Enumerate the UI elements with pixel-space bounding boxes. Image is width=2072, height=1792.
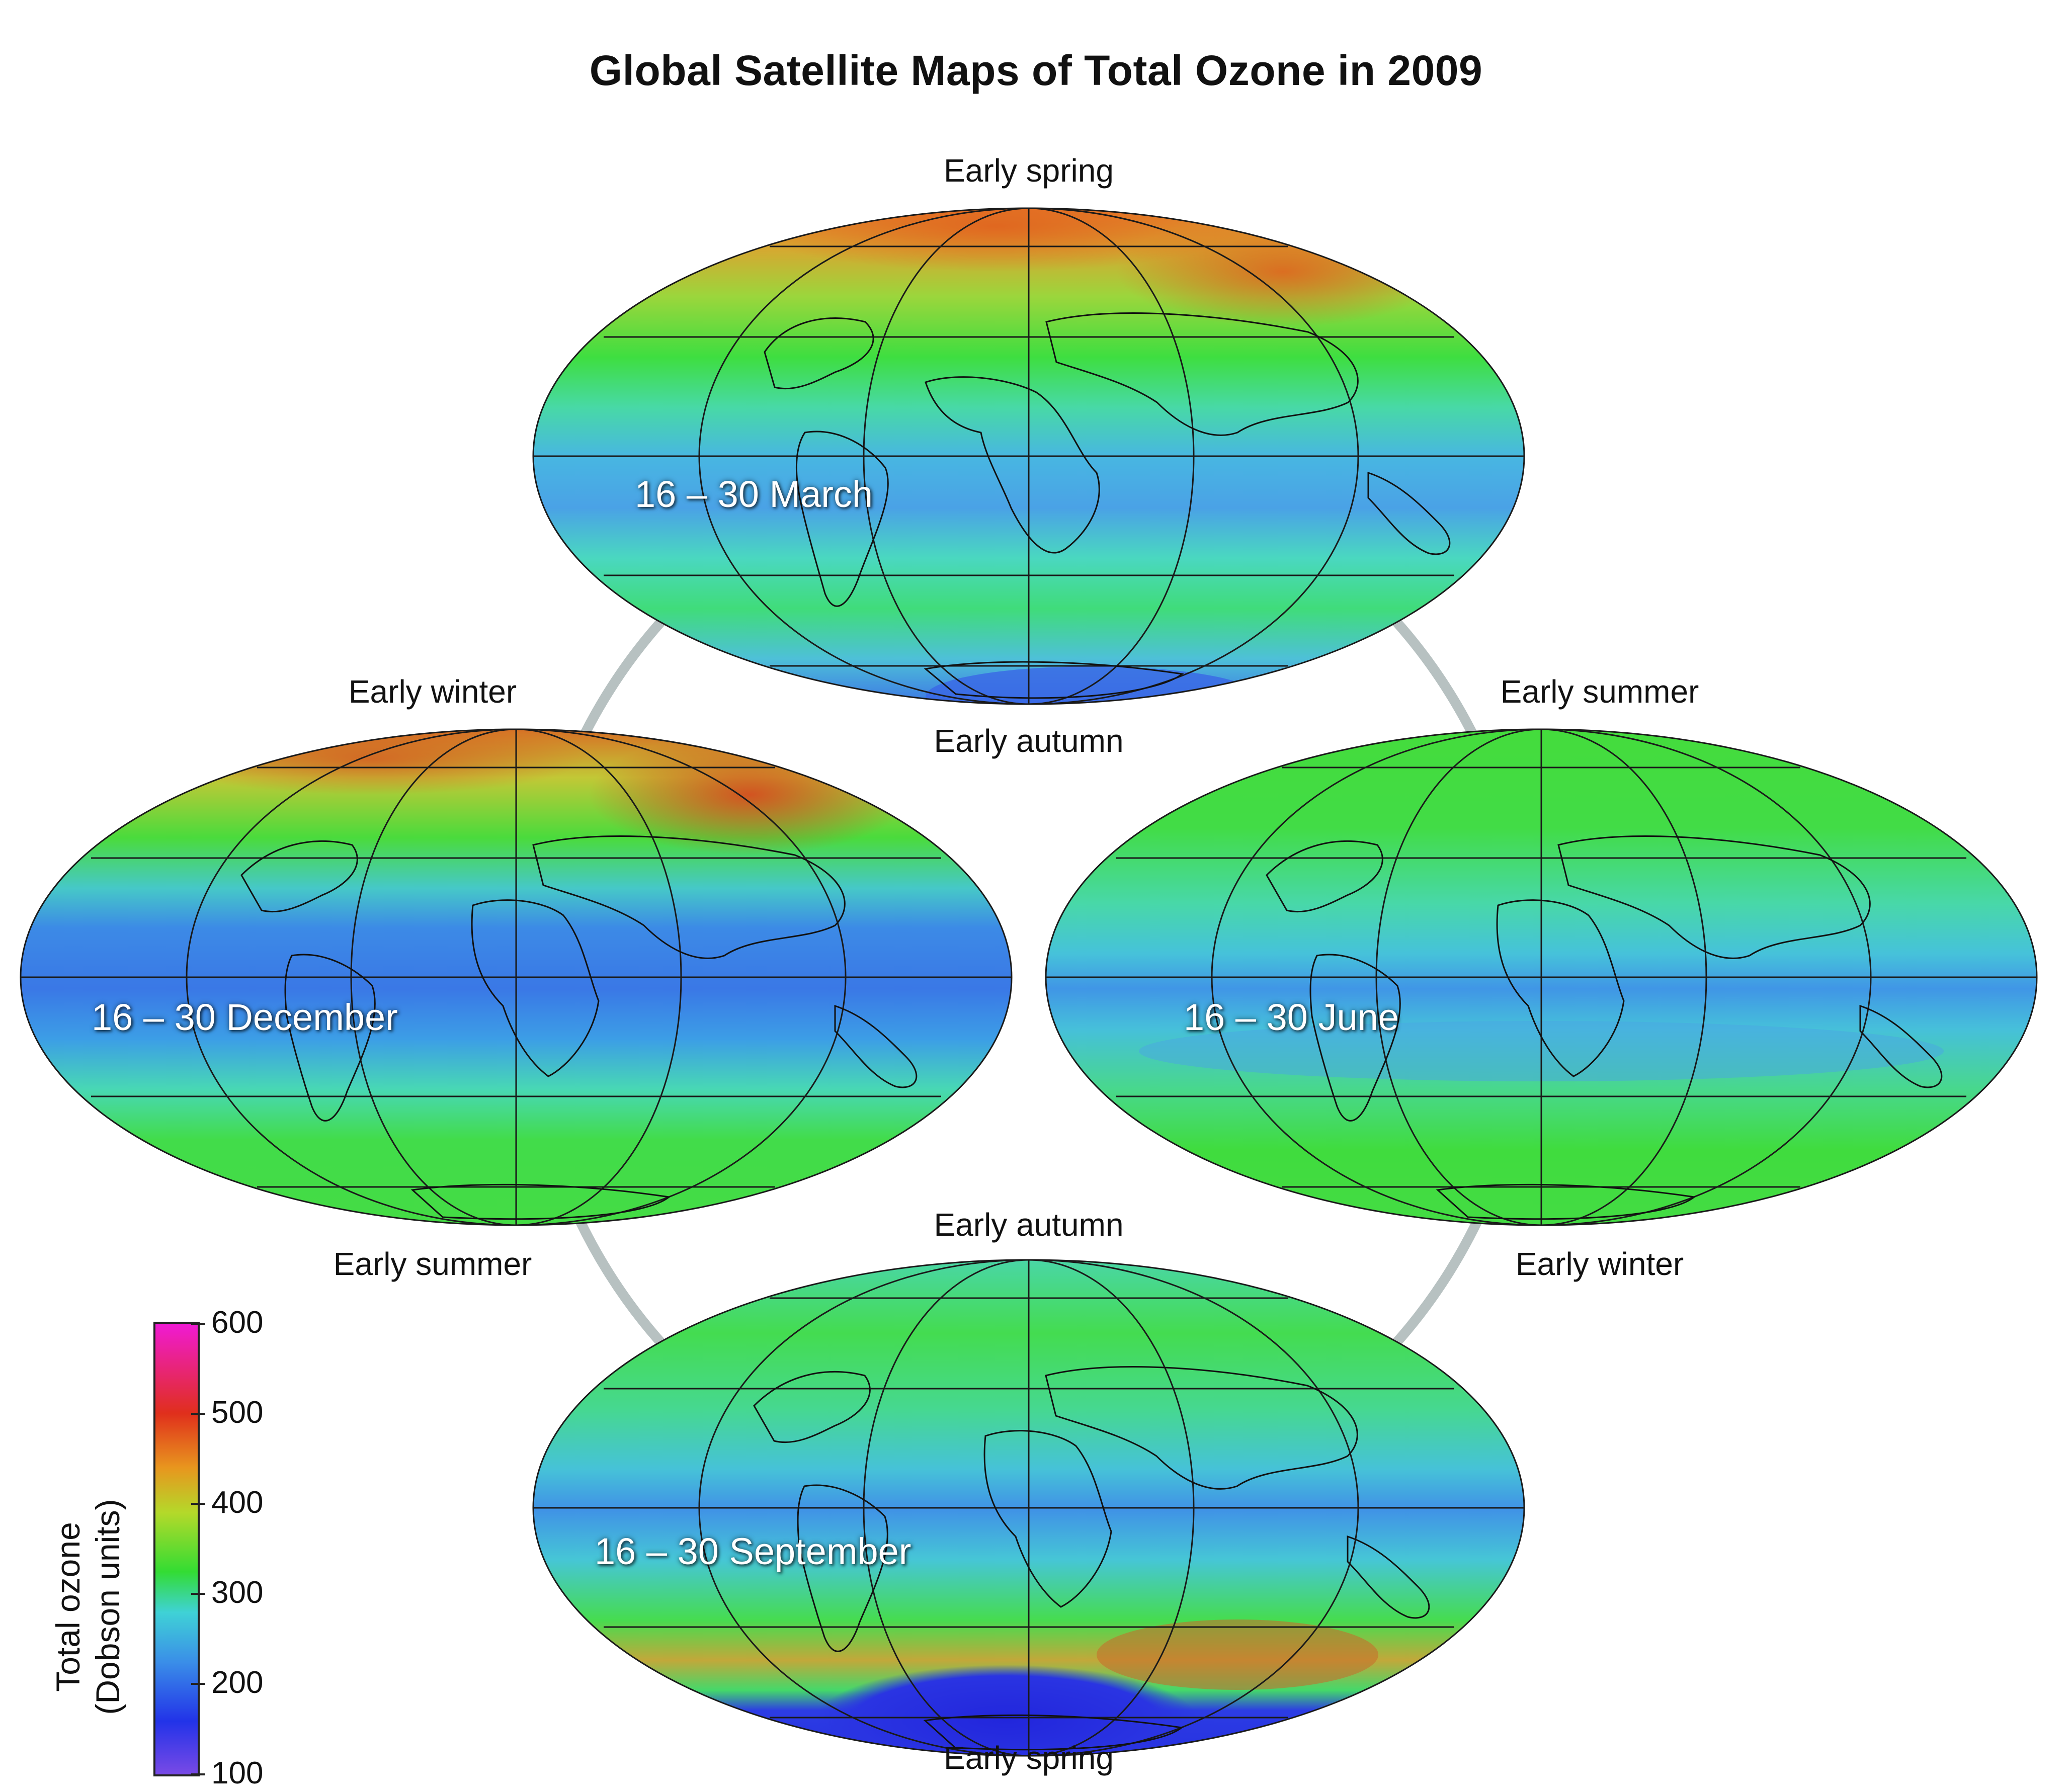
map-grid-june — [1045, 728, 2038, 1226]
map-june — [1045, 728, 2038, 1226]
label-june-top: Early summer — [1500, 673, 1699, 710]
coastlines-march — [764, 312, 1451, 699]
date-label-march: 16 – 30 March — [635, 473, 873, 515]
colorbar-tick-500: 500 — [211, 1395, 264, 1430]
colorbar-title-line2: (Dobson units) — [89, 1499, 126, 1715]
label-december-top: Early winter — [348, 673, 517, 710]
colorbar-title: Total ozone (Dobson units) — [48, 1499, 128, 1715]
colorbar-tick-400: 400 — [211, 1485, 264, 1520]
colorbar-tick-100: 100 — [211, 1756, 264, 1790]
colorbar-scale — [153, 1322, 200, 1776]
map-september — [532, 1259, 1525, 1757]
map-grid-december — [20, 728, 1013, 1226]
label-march-bottom: Early autumn — [934, 723, 1124, 759]
figure-title: Global Satellite Maps of Total Ozone in … — [589, 47, 1483, 94]
label-september-bottom: Early spring — [944, 1740, 1114, 1776]
date-label-september: 16 – 30 September — [595, 1530, 911, 1572]
map-grid-september — [532, 1259, 1525, 1757]
label-june-bottom: Early winter — [1515, 1246, 1684, 1282]
colorbar-tick-200: 200 — [211, 1665, 264, 1700]
label-september-top: Early autumn — [934, 1207, 1124, 1243]
label-december-bottom: Early summer — [333, 1246, 532, 1282]
coastlines-june — [1266, 835, 1943, 1220]
label-march-top: Early spring — [944, 152, 1114, 189]
map-december — [20, 728, 1013, 1226]
colorbar-title-line1: Total ozone — [49, 1522, 87, 1692]
map-grid-march — [532, 207, 1525, 705]
date-label-december: 16 – 30 December — [92, 996, 398, 1038]
coastlines-september — [753, 1366, 1430, 1751]
colorbar-tick-600: 600 — [211, 1305, 264, 1340]
colorbar-ticks — [191, 1323, 205, 1775]
colorbar — [153, 1322, 205, 1776]
coastlines-december — [240, 835, 918, 1220]
colorbar-tick-300: 300 — [211, 1575, 264, 1610]
date-label-june: 16 – 30 June — [1184, 996, 1399, 1038]
map-march — [532, 207, 1525, 705]
